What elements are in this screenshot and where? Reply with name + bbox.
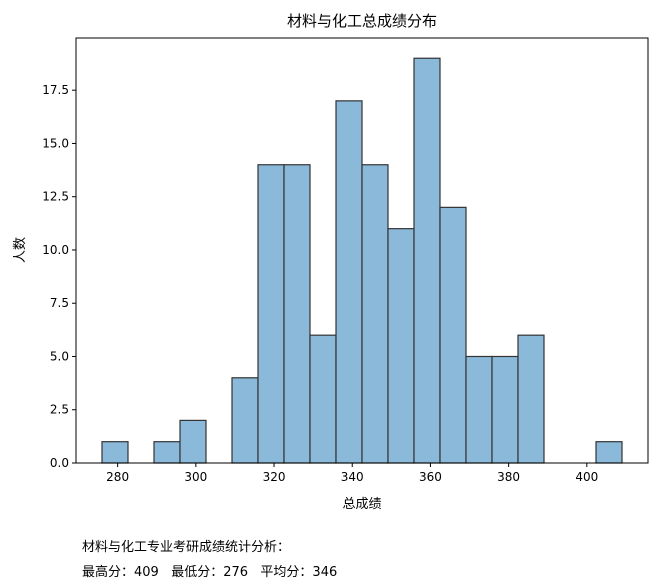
histogram-bar	[517, 334, 545, 464]
y-tick-label: 10.0	[42, 243, 69, 257]
x-tick-label: 360	[419, 470, 442, 484]
histogram-bar	[465, 355, 493, 464]
plot-frame	[75, 37, 649, 464]
histogram-bar	[413, 57, 441, 464]
histogram-bar	[361, 164, 389, 464]
summary-stats: 最高分：409 最低分：276 平均分：346	[82, 565, 338, 580]
y-axis-label: 人数	[13, 237, 28, 263]
summary-heading: 材料与化工专业考研成绩统计分析：	[82, 540, 291, 555]
histogram-bar	[439, 206, 467, 464]
chart-title: 材料与化工总成绩分布	[287, 12, 437, 30]
y-tick-label: 15.0	[42, 136, 69, 150]
histogram-bar	[491, 355, 519, 464]
y-tick-label: 7.5	[50, 296, 69, 310]
x-tick-label: 340	[341, 470, 364, 484]
x-tick-label: 380	[497, 470, 520, 484]
histogram-bar	[179, 419, 207, 464]
histogram-bar	[231, 377, 259, 464]
x-axis-label: 总成绩	[342, 497, 381, 512]
x-tick-label: 300	[184, 470, 207, 484]
histogram-bar	[387, 228, 415, 464]
histogram-bar	[153, 441, 181, 464]
x-tick-label: 280	[106, 470, 129, 484]
histogram-bar	[101, 441, 129, 464]
histogram-bar	[283, 164, 311, 464]
histogram-bar	[595, 441, 623, 464]
histogram-bar	[257, 164, 285, 464]
y-tick-label: 2.5	[50, 403, 69, 417]
y-tick-label: 0.0	[50, 456, 69, 470]
histogram-bar	[335, 100, 363, 464]
histogram-bar	[309, 334, 337, 464]
x-tick-label: 320	[263, 470, 286, 484]
x-tick-label: 400	[575, 470, 598, 484]
y-tick-label: 12.5	[42, 190, 69, 204]
y-tick-label: 17.5	[42, 83, 69, 97]
y-tick-label: 5.0	[50, 349, 69, 363]
